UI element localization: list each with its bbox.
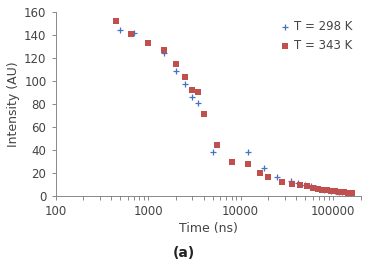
T = 298 K [336, 190, 342, 194]
T = 298 K [321, 188, 327, 192]
T = 298 K [339, 190, 345, 194]
T = 343 K [345, 191, 351, 196]
T = 298 K [302, 183, 308, 187]
T = 343 K [310, 186, 316, 190]
T = 298 K [296, 181, 301, 185]
T = 343 K [162, 48, 167, 52]
T = 298 K [173, 68, 179, 73]
T = 343 K [279, 180, 285, 184]
T = 298 K [288, 179, 294, 183]
T = 298 K [313, 186, 319, 190]
T = 298 K [182, 82, 188, 86]
T = 298 K [245, 150, 251, 154]
T = 343 K [214, 143, 220, 147]
T = 298 K [317, 187, 323, 191]
T = 343 K [332, 189, 338, 193]
T = 298 K [189, 95, 195, 99]
T = 343 K [304, 184, 310, 188]
T = 343 K [189, 88, 195, 92]
T = 343 K [349, 191, 355, 196]
T = 343 K [113, 19, 119, 23]
T = 298 K [210, 150, 216, 154]
T = 343 K [128, 32, 134, 36]
T = 343 K [173, 62, 179, 66]
T = 343 K [201, 112, 207, 116]
T = 298 K [325, 188, 330, 192]
T = 343 K [182, 75, 188, 80]
Text: (a): (a) [173, 246, 195, 260]
T = 343 K [324, 188, 330, 192]
X-axis label: Time (ns): Time (ns) [179, 222, 238, 235]
T = 298 K [131, 30, 137, 35]
T = 343 K [229, 160, 235, 164]
T = 343 K [315, 187, 321, 191]
T = 298 K [344, 191, 350, 196]
T = 298 K [162, 51, 167, 55]
T = 298 K [332, 189, 338, 193]
T = 298 K [308, 184, 314, 188]
T = 343 K [266, 175, 272, 179]
T = 343 K [245, 161, 251, 166]
T = 343 K [336, 190, 342, 194]
T = 298 K [275, 175, 280, 179]
T = 298 K [348, 191, 354, 196]
T = 298 K [117, 28, 123, 32]
T = 343 K [297, 183, 303, 187]
T = 298 K [328, 189, 334, 193]
Legend: T = 298 K, T = 343 K: T = 298 K, T = 343 K [278, 18, 355, 55]
T = 343 K [319, 188, 325, 192]
T = 343 K [195, 90, 201, 94]
T = 343 K [145, 41, 151, 45]
T = 298 K [261, 166, 267, 170]
T = 298 K [195, 101, 201, 105]
T = 343 K [289, 182, 295, 186]
Y-axis label: Intensity (AU): Intensity (AU) [7, 61, 20, 147]
T = 343 K [256, 171, 262, 175]
T = 343 K [328, 189, 334, 193]
T = 343 K [341, 190, 347, 194]
